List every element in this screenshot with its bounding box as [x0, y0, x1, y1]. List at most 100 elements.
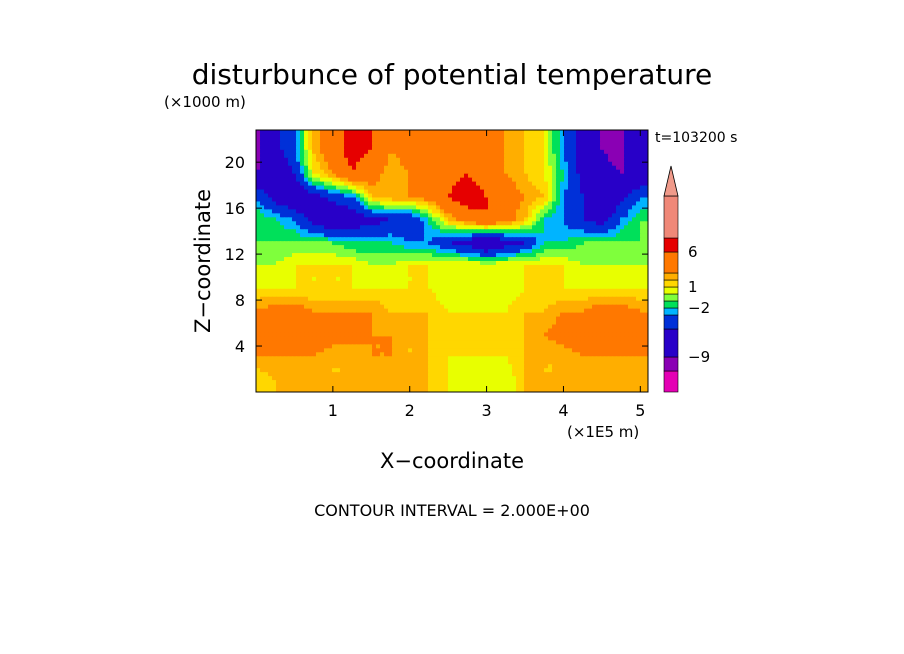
field-cell [636, 300, 641, 306]
field-cell [448, 201, 453, 207]
field-cell [344, 276, 349, 282]
field-cell [456, 130, 461, 135]
field-cell [296, 320, 301, 326]
field-cell [332, 292, 337, 298]
field-cell [256, 324, 261, 330]
field-cell [288, 141, 293, 147]
field-cell [424, 312, 429, 318]
field-cell [272, 189, 277, 195]
field-cell [376, 276, 381, 282]
field-cell [544, 276, 549, 282]
field-cell [512, 241, 517, 246]
field-cell [608, 157, 613, 163]
field-cell [332, 173, 337, 179]
field-cell [320, 316, 325, 322]
field-cell [364, 177, 369, 183]
field-cell [496, 205, 501, 210]
field-cell [500, 145, 505, 151]
field-cell [628, 217, 633, 222]
x-unit-label: (×1E5 m) [567, 423, 639, 441]
field-cell [644, 145, 648, 151]
field-cell [400, 225, 405, 230]
field-cell [296, 292, 301, 298]
field-cell [488, 268, 493, 274]
field-cell [608, 145, 613, 151]
field-cell [612, 304, 617, 310]
field-cell [580, 292, 585, 298]
field-cell [352, 241, 357, 246]
field-cell [404, 264, 409, 270]
field-cell [348, 181, 353, 187]
field-cell [484, 249, 489, 254]
field-cell [272, 296, 277, 302]
field-cell [324, 185, 329, 191]
field-cell [312, 137, 317, 143]
field-cell [408, 328, 413, 334]
field-cell [392, 292, 397, 298]
field-cell [628, 276, 633, 282]
field-cell [564, 264, 569, 270]
field-cell [316, 169, 321, 175]
field-cell [624, 201, 629, 207]
field-cell [524, 324, 529, 330]
field-cell [364, 261, 369, 266]
field-cell [412, 161, 417, 167]
field-cell [388, 296, 393, 302]
field-cell [544, 173, 549, 179]
field-cell [528, 229, 533, 234]
field-cell [260, 157, 265, 163]
field-cell [604, 229, 609, 234]
field-cell [312, 165, 317, 171]
field-cell [372, 193, 377, 199]
field-cell [460, 165, 465, 171]
field-cell [304, 233, 309, 238]
field-cell [512, 189, 517, 195]
field-cell [472, 300, 477, 306]
field-cell [416, 284, 421, 290]
field-cell [616, 157, 621, 163]
field-cell [488, 308, 493, 314]
field-cell [380, 261, 385, 266]
field-cell [312, 245, 317, 250]
field-cell [384, 229, 389, 234]
field-cell [496, 137, 501, 143]
field-cell [452, 276, 457, 282]
field-cell [616, 324, 621, 330]
field-cell [468, 213, 473, 218]
field-cell [476, 308, 481, 314]
field-cell [632, 308, 637, 314]
field-cell [364, 193, 369, 199]
field-cell [492, 137, 497, 143]
field-cell [596, 268, 601, 274]
field-cell [280, 312, 285, 318]
field-cell [320, 141, 325, 147]
field-cell [488, 197, 493, 203]
field-cell [536, 217, 541, 222]
field-cell [372, 308, 377, 314]
field-cell [592, 268, 597, 274]
field-cell [376, 304, 381, 310]
field-cell [516, 189, 521, 195]
field-cell [344, 141, 349, 147]
field-cell [328, 280, 333, 286]
field-cell [500, 181, 505, 187]
field-cell [384, 264, 389, 270]
field-cell [392, 225, 397, 230]
field-cell [544, 233, 549, 238]
field-cell [256, 292, 261, 298]
field-cell [260, 161, 265, 167]
field-cell [564, 209, 569, 214]
field-cell [460, 133, 465, 139]
field-cell [288, 241, 293, 246]
field-cell [492, 261, 497, 266]
field-cell [384, 213, 389, 218]
field-cell [484, 161, 489, 167]
field-cell [516, 149, 521, 155]
field-cell [600, 296, 605, 302]
field-cell [292, 149, 297, 155]
field-cell [476, 225, 481, 230]
field-cell [292, 213, 297, 218]
field-cell [568, 257, 573, 262]
field-cell [268, 161, 273, 167]
field-cell [268, 201, 273, 207]
